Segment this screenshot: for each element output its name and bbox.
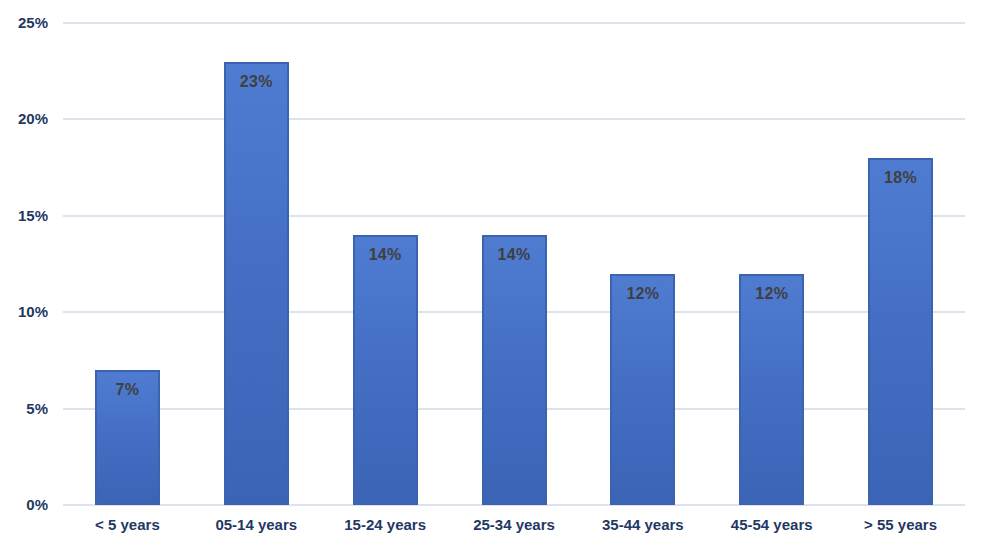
bar-chart: 25% 20% 15% 10% 5% 0% 7% 23% 14% 14% 12% 12% 18% < … — [0, 0, 986, 553]
gridline-25 — [63, 22, 965, 24]
x-axis-label: 15-24 years — [321, 515, 449, 535]
bar-value-label: 18% — [884, 160, 917, 187]
y-tick-label: 5% — [0, 400, 48, 418]
x-axis-label: > 55 years — [837, 515, 965, 535]
y-tick-label: 10% — [0, 303, 48, 321]
y-tick-label: 15% — [0, 207, 48, 225]
gridline-20 — [63, 118, 965, 120]
y-tick-label: 0% — [0, 496, 48, 514]
bar-55-years: 18% — [868, 158, 933, 505]
bar-45-54-years: 12% — [739, 274, 804, 505]
bar-05-14-years: 23% — [224, 62, 289, 505]
y-tick-label: 20% — [0, 110, 48, 128]
x-axis-label: 05-14 years — [192, 515, 320, 535]
bar-value-label: 12% — [755, 276, 788, 303]
gridline-15 — [63, 215, 965, 217]
bar-35-44-years: 12% — [610, 274, 675, 505]
bar-value-label: 14% — [369, 237, 402, 264]
bar-15-24-years: 14% — [353, 235, 418, 505]
x-axis-label: 25-34 years — [450, 515, 578, 535]
y-tick-label: 25% — [0, 14, 48, 32]
bar-value-label: 12% — [626, 276, 659, 303]
bar-value-label: 14% — [498, 237, 531, 264]
bar-5-years: 7% — [95, 370, 160, 505]
x-axis-label: 35-44 years — [579, 515, 707, 535]
bar-value-label: 7% — [116, 372, 140, 399]
bar-value-label: 23% — [240, 64, 273, 91]
bar-25-34-years: 14% — [482, 235, 547, 505]
x-axis-label: 45-54 years — [708, 515, 836, 535]
x-axis-label: < 5 years — [63, 515, 191, 535]
